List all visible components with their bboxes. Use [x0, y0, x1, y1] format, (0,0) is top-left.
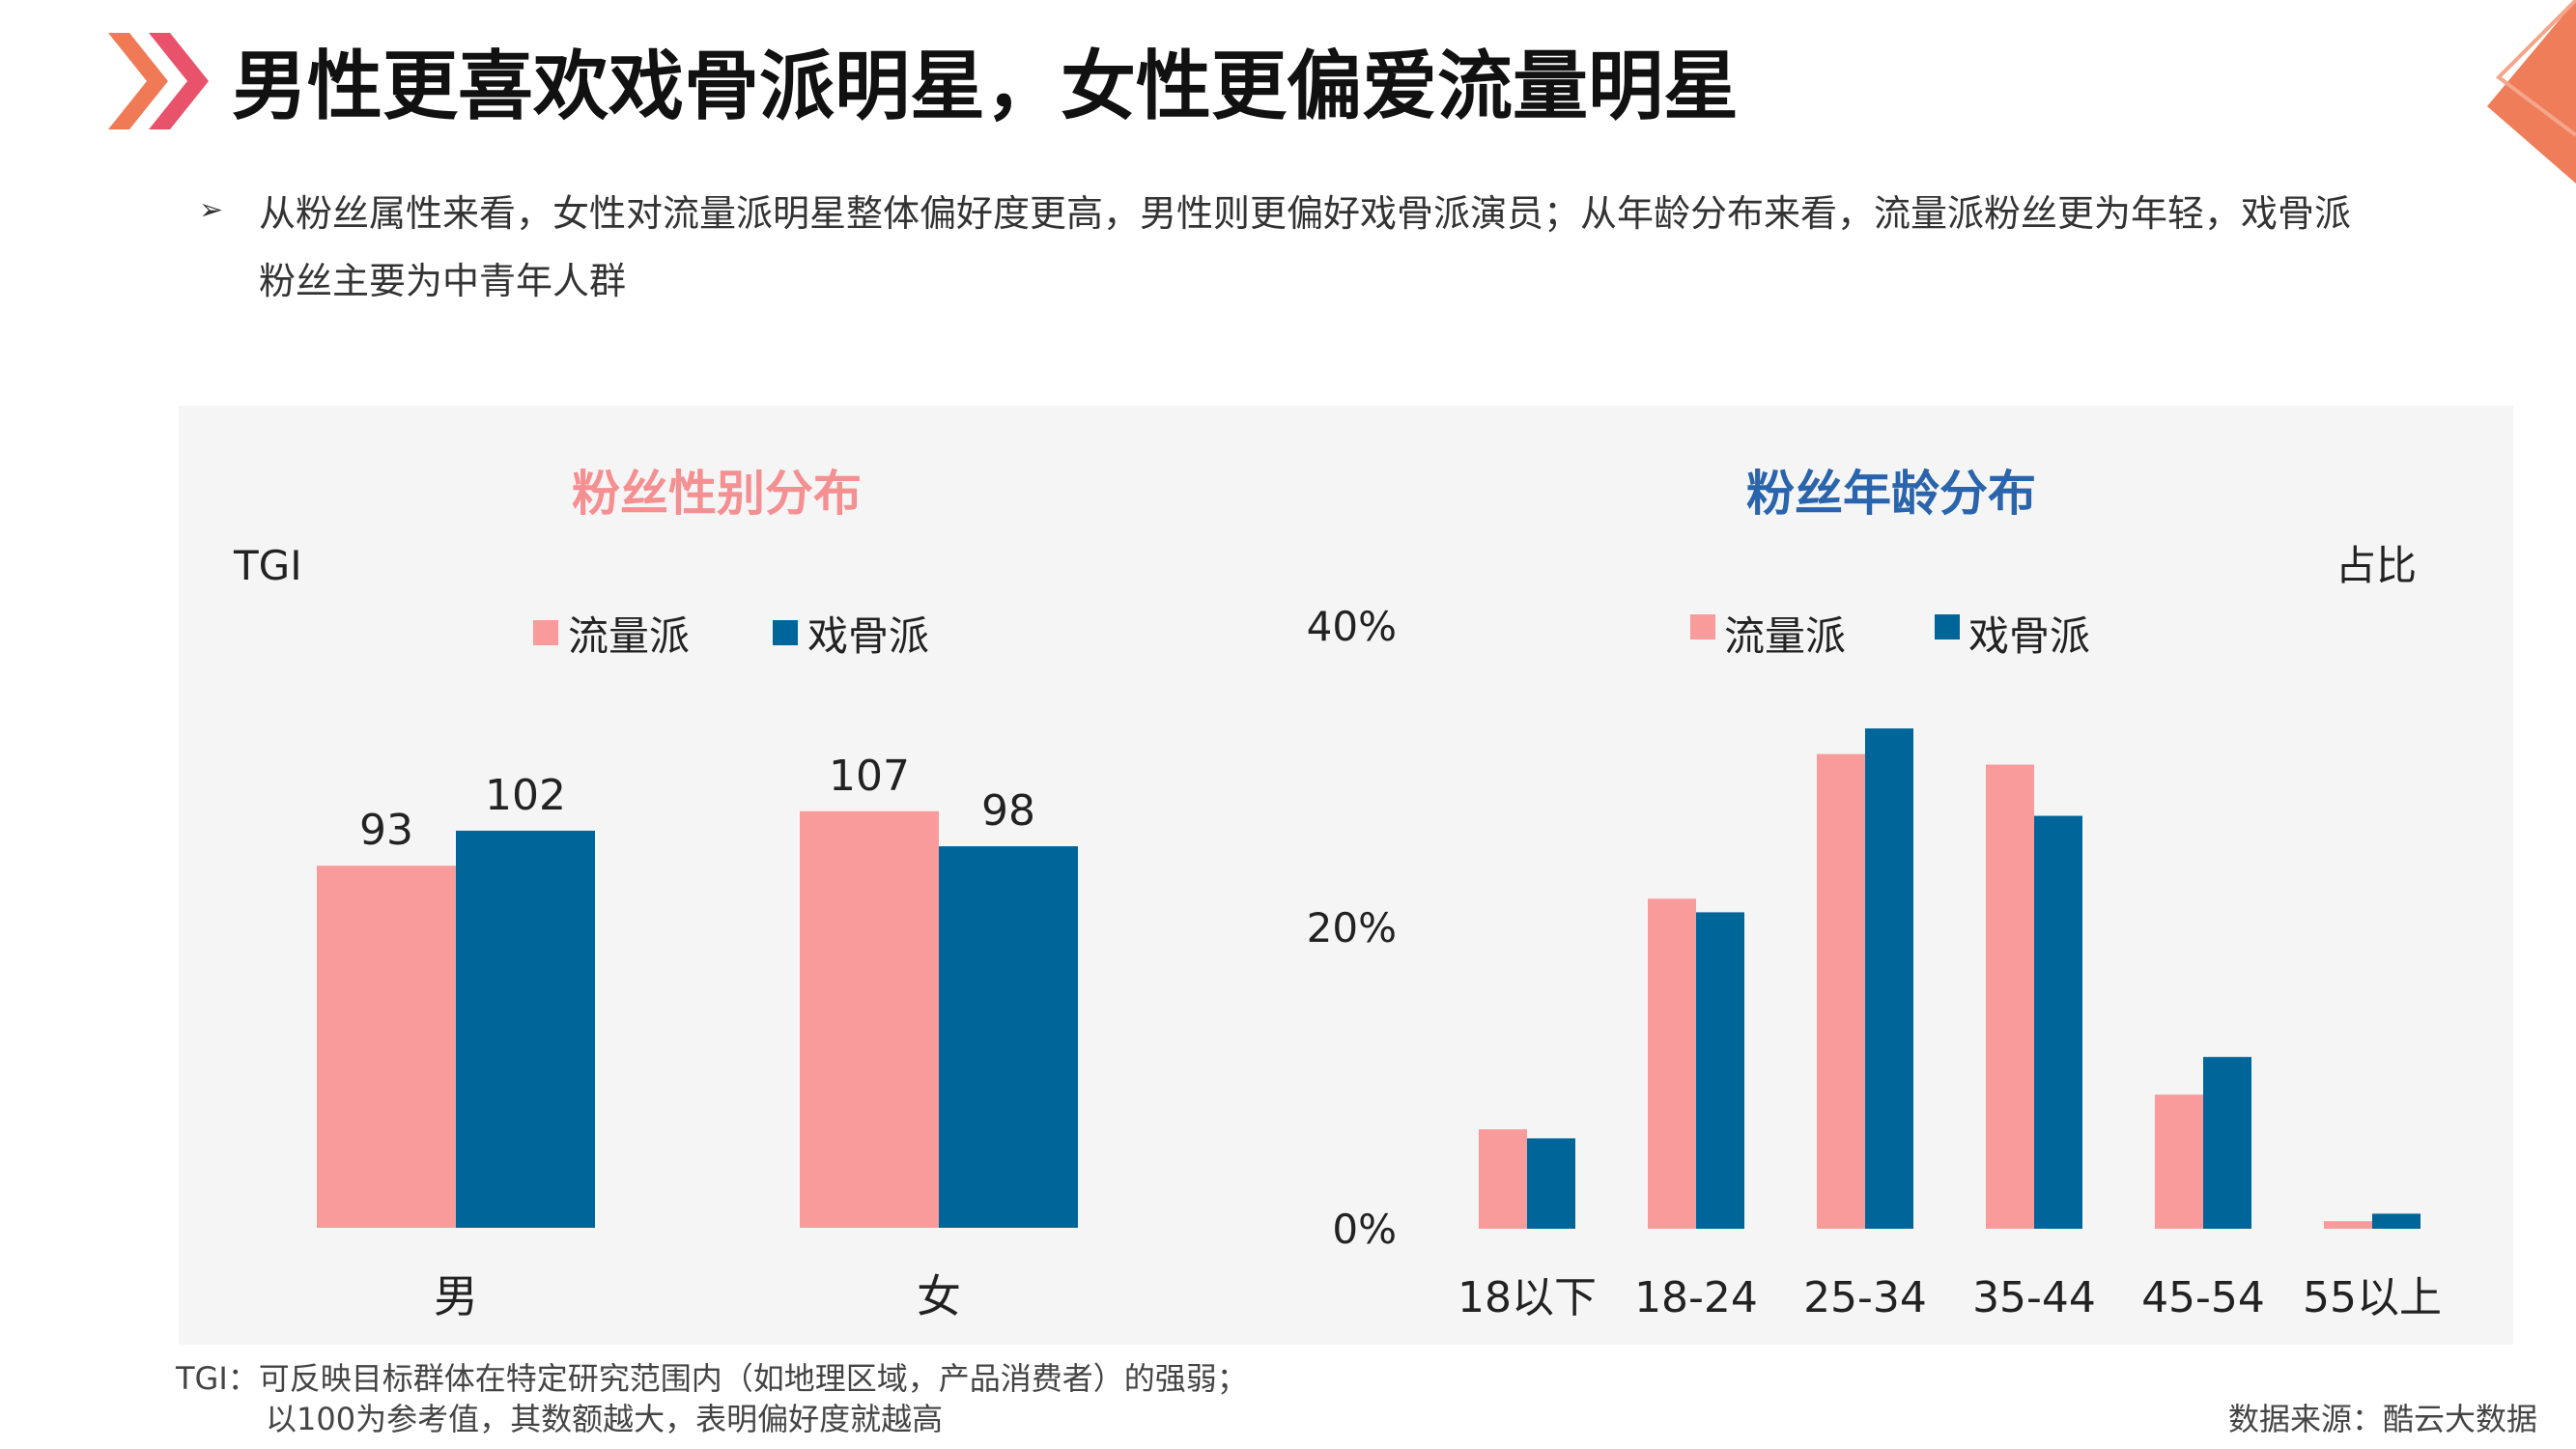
age-chart-title: 粉丝年龄分布: [1746, 466, 2036, 522]
page-title: 男性更喜欢戏骨派明星，女性更偏爱流量明星: [232, 43, 1740, 130]
age-bar-liuliang-1: [1648, 898, 1696, 1229]
gender-category-label: 女: [917, 1270, 961, 1322]
age-legend-xigu: 戏骨派: [1968, 612, 2090, 660]
gender-data-label: 98: [981, 786, 1035, 836]
age-bar-xigu-4: [2203, 1057, 2251, 1229]
gender-legend-xigu: 戏骨派: [807, 612, 929, 660]
age-bar-liuliang-3: [1986, 764, 2034, 1229]
gender-category-label: 男: [434, 1270, 478, 1322]
corner-decoration: [2487, 0, 2576, 184]
age-category-label: 55以上: [2303, 1273, 2442, 1322]
gender-ylabel: TGI: [233, 542, 302, 589]
age-ytick-label: 20%: [1307, 904, 1397, 952]
double-chevron-icon: [108, 33, 209, 129]
gender-legend-liuliang: 流量派: [568, 612, 690, 660]
age-chart: 粉丝年龄分布 占比 流量派 戏骨派 0% 20% 40% 18以下 18-24 25-34…: [1307, 466, 2442, 1322]
gender-data-label: 102: [485, 771, 566, 820]
gender-bar-liuliang-1: [800, 810, 939, 1228]
age-bar-liuliang-2: [1817, 753, 1865, 1229]
data-source: 数据来源：酷云大数据: [2227, 1401, 2537, 1437]
gender-legend-swatch-liuliang: [533, 620, 558, 645]
gender-chart-title: 粉丝性别分布: [572, 466, 862, 522]
age-category-label: 18以下: [1458, 1273, 1597, 1322]
age-category-label: 25-34: [1803, 1273, 1927, 1322]
age-ytick-label: 0%: [1332, 1206, 1397, 1253]
age-category-label: 45-54: [2141, 1273, 2265, 1322]
age-bar-xigu-2: [1865, 728, 1913, 1229]
gender-legend-swatch-xigu: [773, 620, 798, 645]
gender-chart: 粉丝性别分布 TGI 流量派 戏骨派 93 102 男 107 98 女: [233, 466, 1078, 1322]
age-ytick-label: 40%: [1307, 603, 1397, 650]
age-ylabel: 占比: [2335, 542, 2417, 589]
age-bar-xigu-3: [2034, 815, 2082, 1229]
age-bars: 0% 20% 40% 18以下 18-24 25-34 35-44 45-54 55以上: [1307, 603, 2442, 1322]
age-category-label: 18-24: [1634, 1273, 1758, 1322]
gender-bar-xigu-1: [939, 846, 1078, 1228]
age-category-label: 35-44: [1972, 1273, 2096, 1322]
gender-bars: 93 102 男 107 98 女: [317, 752, 1078, 1322]
age-bar-xigu-5: [2372, 1213, 2420, 1229]
age-legend-liuliang: 流量派: [1724, 612, 1846, 660]
intro-text: 从粉丝属性来看，女性对流量派明星整体偏好度更高，男性则更偏好戏骨派演员；从年龄分…: [259, 192, 2352, 302]
age-bar-xigu-1: [1696, 912, 1744, 1229]
age-bar-xigu-0: [1527, 1138, 1575, 1229]
gender-bar-xigu-0: [456, 830, 595, 1228]
age-bar-liuliang-4: [2155, 1094, 2203, 1229]
gender-data-label: 107: [829, 752, 910, 801]
age-bar-liuliang-5: [2324, 1221, 2372, 1229]
age-legend-swatch-liuliang: [1690, 614, 1715, 639]
gender-bar-liuliang-0: [317, 866, 456, 1228]
tgi-footnote-line1: TGI：可反映目标群体在特定研究范围内（如地理区域，产品消费者）的强弱；: [176, 1360, 1248, 1397]
bullet-arrow-icon: ➢: [199, 193, 224, 227]
age-legend-swatch-xigu: [1935, 614, 1960, 639]
gender-data-label: 93: [359, 806, 413, 855]
tgi-footnote-line2: 以100为参考值，其数额越大，表明偏好度就越高: [266, 1401, 944, 1437]
age-bar-liuliang-0: [1479, 1129, 1527, 1229]
